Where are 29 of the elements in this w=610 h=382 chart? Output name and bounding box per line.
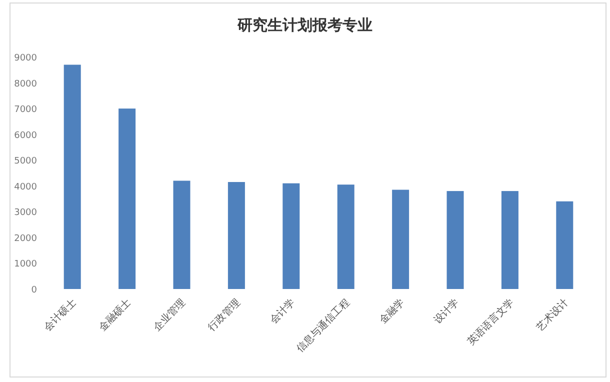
x-tick-label: 金融硕士 [96,296,134,334]
y-tick-label: 1000 [14,260,38,270]
x-tick-label: 艺术设计 [534,296,571,334]
bar [118,108,136,289]
y-tick-label: 7000 [14,105,38,116]
bar [556,201,574,289]
y-tick-label: 3000 [14,208,38,218]
y-tick-label: 8000 [14,79,38,90]
x-tick-label: 企业管理 [151,296,188,334]
bar [228,182,245,289]
y-tick-label: 5000 [14,156,38,167]
chart-title: 研究生计划报考专业 [236,16,372,34]
x-tick-label: 会计硕士 [42,296,78,334]
x-tick-label: 设计学 [432,296,462,326]
bar [446,191,464,289]
bar [173,180,190,289]
y-tick-label: 2000 [14,234,38,244]
x-tick-label: 金融学 [376,296,407,326]
bar [64,64,81,289]
y-tick-label: 9000 [14,54,38,64]
bar [392,190,410,289]
x-tick-label: 行政管理 [206,297,243,334]
bar [282,183,300,289]
y-tick-label: 6000 [14,130,38,141]
y-tick-label: 4000 [14,182,38,192]
y-tick-label: 0 [31,286,38,296]
bar [337,184,354,289]
x-tick-label: 英语语言文学 [465,296,516,348]
bar [501,191,518,289]
